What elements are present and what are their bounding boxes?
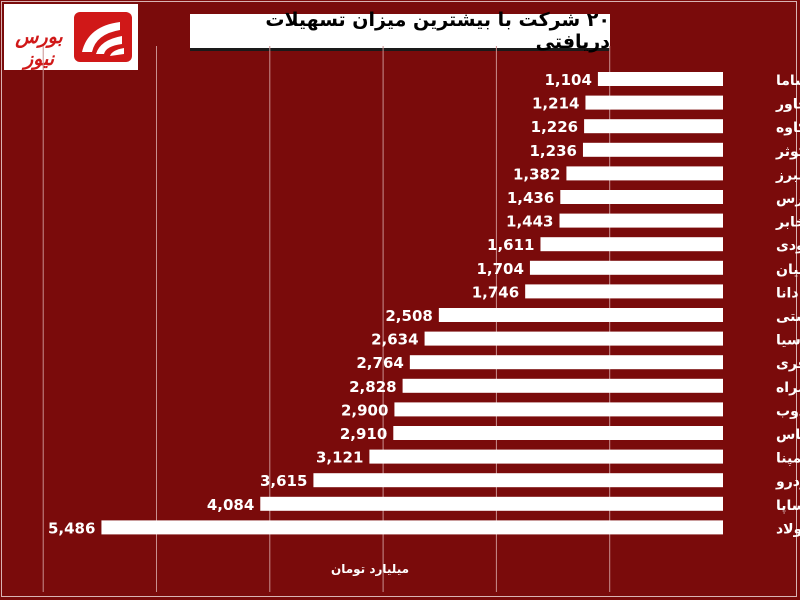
bar [424, 331, 723, 346]
bar-value-label: 1,611 [487, 236, 534, 254]
category-label: اخابر [775, 215, 800, 231]
category-label: فولاد [776, 521, 800, 537]
bar [260, 496, 723, 511]
category-label: رمپنا [776, 451, 800, 467]
bar-value-label: 1,436 [507, 189, 554, 207]
logo-text: بورس نیوز [15, 26, 63, 70]
bar [582, 142, 723, 157]
bar-value-label: 1,236 [530, 142, 577, 160]
category-label: آسیا [776, 331, 800, 349]
category-label: خساپا [776, 498, 800, 514]
bar-value-label: 1,704 [476, 260, 523, 278]
bar-value-label: 1,443 [506, 213, 553, 231]
bar-value-label: 1,382 [513, 165, 560, 183]
bar [394, 402, 723, 417]
bar [566, 166, 723, 181]
bar [438, 308, 723, 322]
bar [525, 284, 723, 299]
chart-title: ۲۰ شرکت با بیشترین میزان تسهیلات دریافتی [265, 9, 610, 53]
bar-value-label: 2,764 [356, 354, 403, 372]
bar-value-label: 2,508 [385, 307, 432, 325]
bar-value-label: 1,104 [544, 71, 591, 89]
category-label: حکشتی [776, 309, 800, 325]
logo: بورس نیوز [4, 4, 138, 70]
bar-value-label: 2,900 [341, 401, 388, 419]
bar [313, 473, 723, 488]
bar [584, 119, 723, 134]
bar [559, 213, 723, 228]
category-label: دانا [776, 285, 799, 301]
category-label: خودرو [775, 474, 800, 490]
bar [597, 72, 723, 86]
bar [101, 520, 723, 535]
bar-value-label: 1,214 [532, 95, 579, 113]
category-label: وآفری [776, 354, 800, 372]
bar [529, 260, 723, 275]
bar [369, 449, 723, 464]
category-label: خپارس [776, 191, 800, 207]
bar-value-label: 5,486 [48, 519, 95, 537]
bar-value-label: 2,910 [340, 425, 387, 443]
category-label: پارسیان [776, 262, 800, 278]
bar [540, 237, 723, 252]
bar [585, 95, 723, 110]
bar-value-label: 3,121 [316, 449, 363, 467]
bar-value-label: 1,746 [472, 283, 519, 301]
category-label: خکاوه [776, 120, 800, 136]
bar [402, 378, 723, 393]
title-bar: ۲۰ شرکت با بیشترین میزان تسهیلات دریافتی [190, 9, 610, 53]
bar-value-label: 2,634 [371, 331, 418, 349]
bar-value-label: 3,615 [260, 472, 307, 490]
bar [560, 190, 723, 204]
category-label: همراه [776, 380, 800, 396]
bar-value-label: 2,828 [349, 378, 396, 396]
category-label: بپاس [776, 427, 800, 443]
category-label: کوثر [775, 144, 800, 160]
bar-value-label: 1,226 [531, 118, 578, 136]
bar [393, 426, 723, 440]
category-label: ودی [776, 238, 800, 254]
bar [409, 355, 723, 370]
category-label: البرز [775, 167, 800, 183]
bar-value-label: 4,084 [207, 496, 254, 514]
logo-mark-icon [74, 12, 132, 62]
category-label: بساما [776, 73, 800, 89]
category-label: ذوب [776, 403, 800, 419]
category-label: خاور [775, 97, 800, 113]
x-axis-label: میلیارد تومان [330, 562, 410, 576]
